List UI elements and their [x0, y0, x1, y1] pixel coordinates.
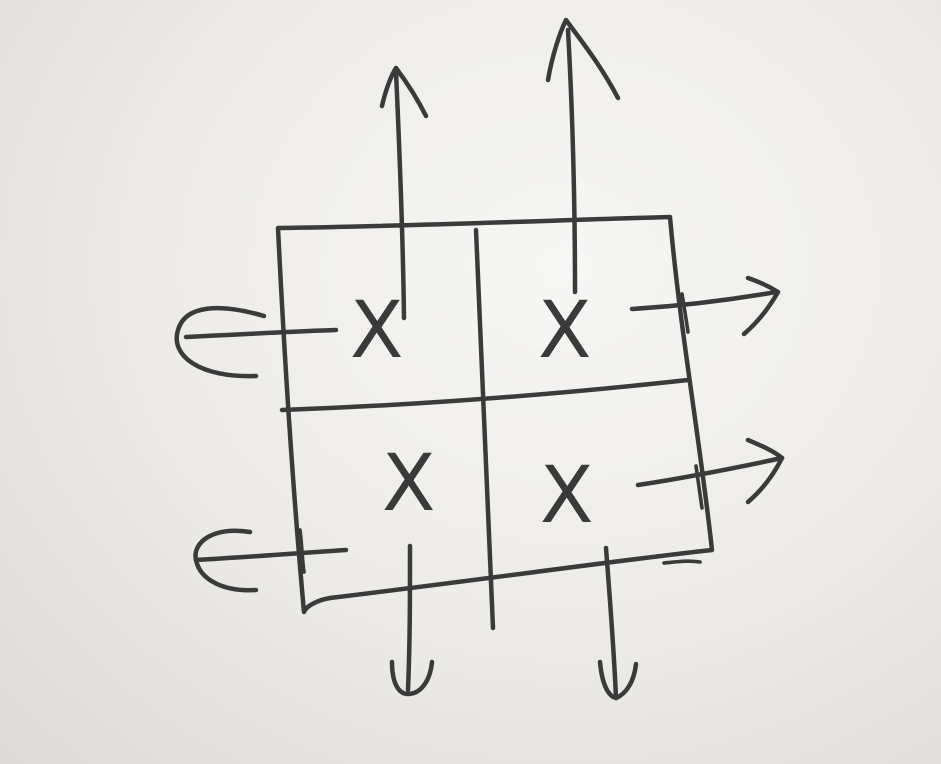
cell-mark-bottom-left: X: [382, 439, 435, 529]
grid-horizontal-divider: [279, 377, 691, 413]
arrow-right-bottom-right: [635, 437, 785, 510]
corner-scribble: [662, 559, 702, 565]
arrow-down-bottom-left: [389, 543, 435, 697]
arrow-up-top-right: [545, 17, 621, 295]
arrow-down-bottom-right: [597, 545, 639, 701]
cell-mark-top-right: X: [538, 286, 591, 376]
arrow-left-bottom-left: [193, 528, 349, 593]
cell-mark-bottom-right: X: [540, 451, 593, 541]
grid-outer-border: [275, 214, 715, 615]
arrow-right-top-right: [629, 275, 781, 337]
arrow-up-top-left: [379, 65, 429, 321]
arrow-left-top-left: [174, 305, 339, 379]
cell-mark-top-left: X: [350, 286, 403, 376]
grid-vertical-divider: [473, 227, 496, 631]
